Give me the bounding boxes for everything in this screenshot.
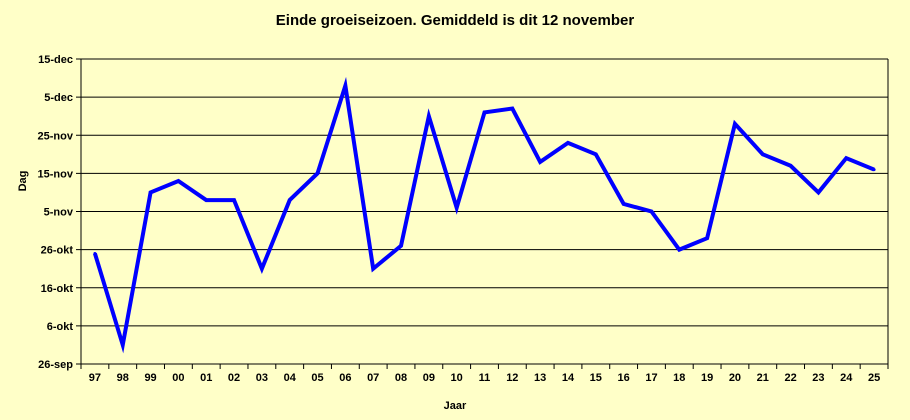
data-point: [538, 160, 542, 164]
data-point: [232, 198, 236, 202]
x-tick-label: 20: [729, 372, 741, 384]
data-point: [622, 202, 626, 206]
data-point: [872, 168, 876, 172]
x-tick-label: 00: [172, 372, 184, 384]
data-point: [371, 267, 375, 271]
x-tick-label: 07: [367, 372, 379, 384]
data-point: [288, 198, 292, 202]
data-point: [149, 190, 153, 194]
x-tick-label: 02: [228, 372, 240, 384]
x-tick-label: 04: [284, 372, 297, 384]
data-point: [594, 152, 598, 156]
y-tick-label: 5-nov: [44, 207, 74, 219]
chart-title: Einde groeiseizoen. Gemiddeld is dit 12 …: [275, 12, 635, 29]
data-point: [789, 164, 793, 168]
x-tick-label: 24: [840, 372, 853, 384]
x-tick-label: 18: [673, 372, 685, 384]
x-tick-label: 06: [339, 372, 351, 384]
x-tick-label: 22: [784, 372, 796, 384]
data-point: [316, 171, 320, 175]
x-tick-label: 99: [144, 372, 156, 384]
data-point: [733, 122, 737, 126]
y-tick-labels: 26-sep 6-okt 16-okt 26-okt 5-nov 15-nov 25-nov…: [38, 54, 74, 371]
x-tick-label: 08: [395, 372, 407, 384]
axes: [76, 58, 889, 369]
y-tick-label: 26-sep: [38, 359, 73, 371]
x-tick-label: 98: [117, 372, 129, 384]
x-axis-title: Jaar: [443, 400, 467, 412]
x-tick-label: 16: [618, 372, 630, 384]
data-point: [204, 198, 208, 202]
gridlines: [81, 58, 888, 365]
data-point: [427, 114, 431, 118]
y-tick-label: 15-nov: [38, 168, 74, 180]
data-point: [121, 343, 125, 347]
x-tick-labels: 97 98 99 00 01 02 03 04 05 06 07 08 09 10 11 12 13 14 15 16…: [89, 372, 880, 384]
y-tick-label: 16-okt: [41, 283, 74, 295]
x-tick-label: 13: [534, 372, 546, 384]
data-point: [399, 244, 403, 248]
y-tick-label: 6-okt: [47, 321, 74, 333]
x-tick-label: 05: [311, 372, 323, 384]
y-tick-label: 25-nov: [38, 130, 74, 142]
x-tick-label: 10: [451, 372, 463, 384]
x-tick-label: 14: [562, 372, 575, 384]
x-tick-label: 11: [479, 372, 491, 384]
data-point: [93, 251, 97, 255]
series-line: [93, 76, 875, 354]
x-tick-label: 97: [89, 372, 101, 384]
series-layer: [93, 76, 876, 354]
data-point: [483, 110, 486, 114]
x-tick-label: 09: [423, 372, 435, 384]
y-tick-label: 26-okt: [41, 245, 74, 257]
data-point: [844, 156, 848, 160]
data-point: [260, 267, 264, 271]
data-point: [343, 84, 347, 88]
data-point: [761, 152, 765, 156]
x-tick-label: 03: [256, 372, 268, 384]
data-point: [677, 248, 681, 252]
data-point: [176, 179, 180, 183]
x-tick-label: 12: [506, 372, 518, 384]
x-tick-label: 15: [590, 372, 602, 384]
x-tick-label: 19: [701, 372, 713, 384]
y-tick-label: 15-dec: [38, 54, 73, 66]
x-tick-label: 17: [645, 372, 657, 384]
x-tick-label: 01: [200, 372, 212, 384]
x-tick-label: 25: [868, 372, 880, 384]
data-point: [510, 107, 514, 111]
y-tick-label: 5-dec: [44, 92, 73, 104]
x-tick-label: 21: [757, 372, 769, 384]
data-point: [455, 206, 459, 210]
data-point: [649, 210, 653, 213]
data-point: [566, 141, 570, 145]
x-tick-label: 23: [812, 372, 824, 384]
data-point: [816, 190, 820, 194]
data-point: [705, 236, 709, 240]
